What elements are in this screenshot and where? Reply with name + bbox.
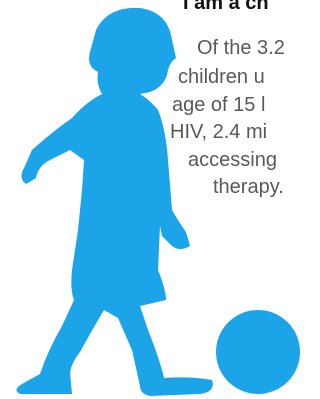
body-line: Of the 3.2 xyxy=(197,37,285,59)
body-line: HIV, 2.4 mi xyxy=(170,121,267,143)
title: I am a ch xyxy=(183,0,269,14)
body-line: children u xyxy=(178,66,265,88)
page: {"title": "I am a ch", "body_lines": ["O… xyxy=(0,0,320,399)
body-line: age of 15 l xyxy=(172,94,265,116)
body-line: therapy. xyxy=(213,176,284,198)
ball xyxy=(216,310,300,394)
infographic: I am a ch Of the 3.2 children u age of 1… xyxy=(0,0,309,399)
body-line: accessing xyxy=(188,149,277,171)
